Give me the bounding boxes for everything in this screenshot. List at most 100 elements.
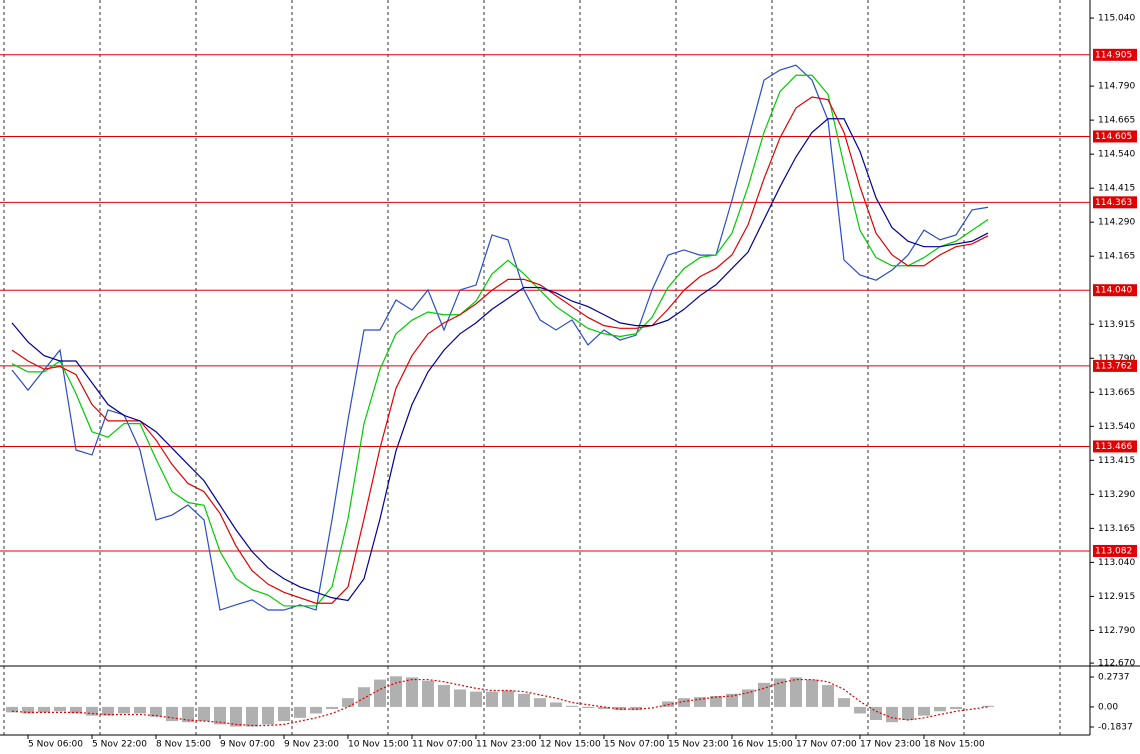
level-label: 114.605 — [1095, 132, 1132, 142]
y-tick-label: 113.540 — [1098, 422, 1135, 432]
histogram-bar — [374, 679, 386, 707]
y-tick-label: 112.670 — [1098, 659, 1135, 669]
histogram-bar — [742, 689, 754, 707]
y-tick-label: 113.790 — [1098, 354, 1135, 364]
histogram-bar — [102, 706, 114, 716]
y-tick-label: 112.790 — [1098, 626, 1135, 636]
y-tick-label: 113.040 — [1098, 558, 1135, 568]
y-tick-label: 113.415 — [1098, 456, 1135, 466]
histogram-bar — [918, 706, 930, 716]
histogram-bar — [38, 706, 50, 713]
histogram-bar — [438, 685, 450, 707]
price-line — [11, 64, 989, 611]
histogram-bar — [694, 697, 706, 707]
histogram-bar — [310, 706, 322, 714]
histogram-bar — [950, 706, 962, 710]
histogram-bar — [518, 693, 530, 707]
histogram-bar — [86, 706, 98, 716]
y-tick-label: 113.665 — [1098, 388, 1135, 398]
y-tick-label: 112.915 — [1098, 592, 1135, 602]
histogram-bar — [150, 706, 162, 717]
x-tick-label: 16 Nov 15:00 — [732, 740, 793, 750]
histogram-bar — [6, 706, 18, 713]
moving-average — [11, 96, 989, 604]
x-tick-label: 10 Nov 15:00 — [348, 740, 409, 750]
y-tick-label: 113.915 — [1098, 320, 1135, 330]
histogram-bar — [54, 706, 66, 712]
histogram-bar — [22, 706, 34, 714]
level-label-box — [1093, 130, 1137, 143]
level-label: 113.466 — [1095, 442, 1132, 452]
histogram-bar — [902, 706, 914, 721]
y-tick-label: 114.665 — [1098, 116, 1135, 126]
moving-average — [11, 74, 989, 607]
level-label-box — [1093, 196, 1137, 209]
histogram-bar — [598, 706, 610, 710]
histogram-bar — [886, 706, 898, 723]
indicator-tick-label: 0.00 — [1098, 702, 1118, 712]
histogram-bar — [934, 706, 946, 712]
histogram-bar — [454, 689, 466, 707]
histogram-bar — [198, 706, 210, 722]
level-label: 114.363 — [1095, 198, 1132, 208]
level-label-box — [1093, 48, 1137, 61]
histogram-bar — [854, 706, 866, 714]
histogram-bar — [230, 706, 242, 727]
y-tick-label: 113.290 — [1098, 490, 1135, 500]
x-tick-label: 8 Nov 15:00 — [156, 740, 211, 750]
histogram-bar — [390, 676, 402, 707]
y-tick-label: 114.540 — [1098, 150, 1135, 160]
histogram-bar — [294, 706, 306, 718]
histogram-bar — [870, 706, 882, 721]
signal-line — [11, 678, 989, 727]
histogram-bar — [358, 687, 370, 707]
x-tick-label: 11 Nov 07:00 — [412, 740, 473, 750]
histogram-bar — [278, 706, 290, 722]
histogram-bar — [838, 698, 850, 707]
level-label-box — [1093, 284, 1137, 297]
level-label: 114.040 — [1095, 286, 1132, 296]
y-tick-label: 115.040 — [1098, 14, 1135, 24]
x-tick-label: 5 Nov 22:00 — [92, 740, 147, 750]
histogram-bar — [534, 698, 546, 707]
histogram-bar — [182, 706, 194, 723]
y-tick-label: 113.165 — [1098, 524, 1135, 534]
x-tick-label: 15 Nov 07:00 — [604, 740, 665, 750]
x-tick-label: 9 Nov 07:00 — [220, 740, 275, 750]
y-tick-label: 114.790 — [1098, 82, 1135, 92]
indicator-tick-label: 0.2737 — [1098, 672, 1130, 682]
histogram-bar — [710, 695, 722, 707]
x-tick-label: 9 Nov 23:00 — [284, 740, 339, 750]
histogram-bar — [70, 706, 82, 714]
histogram-bar — [774, 678, 786, 707]
indicator-tick-label: -0.1837 — [1098, 722, 1133, 732]
histogram-bar — [422, 680, 434, 707]
y-tick-label: 114.415 — [1098, 184, 1135, 194]
x-tick-label: 5 Nov 06:00 — [28, 740, 83, 750]
histogram-bar — [118, 706, 130, 714]
level-label-box — [1093, 440, 1137, 453]
x-tick-label: 17 Nov 07:00 — [796, 740, 857, 750]
x-tick-label: 11 Nov 23:00 — [476, 740, 537, 750]
x-tick-label: 15 Nov 23:00 — [668, 740, 729, 750]
histogram-bar — [262, 706, 274, 725]
histogram-bar — [246, 706, 258, 727]
level-label: 113.762 — [1095, 361, 1132, 371]
level-label: 113.082 — [1095, 546, 1132, 556]
histogram-bar — [982, 705, 994, 707]
x-tick-label: 18 Nov 15:00 — [924, 740, 985, 750]
x-tick-label: 12 Nov 15:00 — [540, 740, 601, 750]
histogram-bar — [486, 691, 498, 707]
histogram-bar — [790, 677, 802, 707]
histogram-bar — [550, 702, 562, 707]
histogram-bar — [678, 698, 690, 707]
x-tick-label: 17 Nov 23:00 — [860, 740, 921, 750]
histogram-bar — [726, 693, 738, 707]
moving-average — [11, 118, 989, 602]
level-label-box — [1093, 544, 1137, 557]
histogram-bar — [806, 679, 818, 707]
histogram-bar — [326, 706, 338, 710]
histogram-bar — [470, 691, 482, 707]
histogram-bar — [214, 706, 226, 725]
